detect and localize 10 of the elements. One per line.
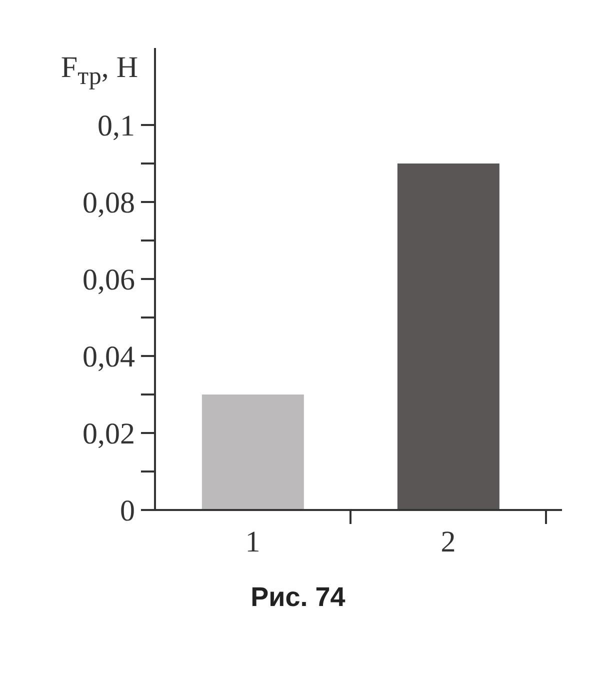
y-tick-label: 0,06: [82, 264, 135, 297]
x-tick-label: 2: [440, 526, 456, 558]
y-tick-label: 0,08: [82, 186, 135, 220]
y-tick-label: 0,02: [82, 418, 135, 451]
text: Рис. 74: [250, 582, 346, 613]
y-tick-label: 0: [120, 494, 135, 528]
x-tick-label: 1: [245, 526, 260, 558]
y-axis-title: F$_{тр}$, Н: [60, 50, 138, 92]
y-tick-label: 0,04: [82, 340, 135, 374]
y-tick-label: 0,1: [98, 110, 135, 143]
